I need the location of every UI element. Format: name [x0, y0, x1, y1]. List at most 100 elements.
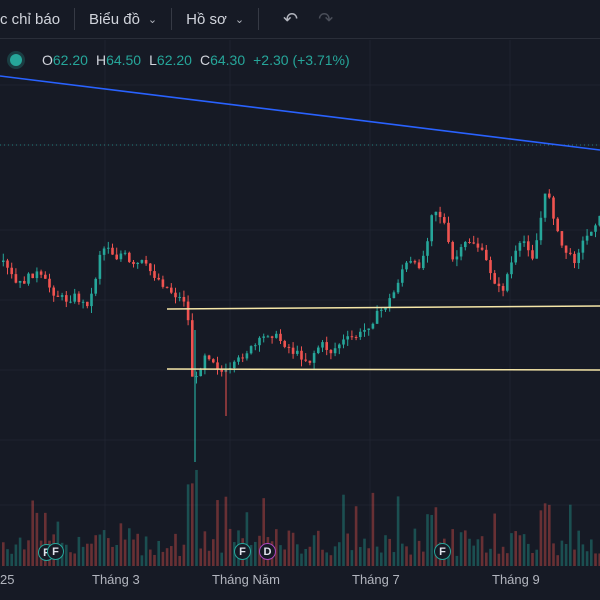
- volume-bar: [464, 530, 467, 566]
- candle-body: [56, 295, 60, 297]
- volume-bar: [552, 543, 555, 566]
- candle-body: [359, 331, 362, 338]
- volume-bar: [430, 514, 433, 566]
- candle-body: [455, 256, 459, 260]
- resistance-line: [166, 305, 600, 310]
- candle-body: [312, 353, 316, 363]
- candle-body: [165, 286, 169, 288]
- volume-bar: [111, 546, 114, 566]
- volume-bar: [283, 549, 286, 566]
- candle-body: [518, 242, 522, 251]
- volume-bar: [401, 543, 404, 566]
- chart-type-label: Biểu đồ: [89, 10, 140, 28]
- volume-bar: [531, 553, 534, 566]
- volume-bar: [342, 494, 345, 566]
- volume-bar: [388, 538, 391, 566]
- volume-bar: [207, 550, 211, 566]
- volume-bar: [577, 530, 580, 566]
- candle-body: [249, 346, 253, 354]
- candle-body: [548, 193, 551, 198]
- volume-bar: [262, 498, 265, 566]
- candle-body: [493, 273, 496, 284]
- candle-body: [539, 217, 543, 241]
- templates-dropdown[interactable]: Hồ sơ ⌄: [186, 0, 244, 38]
- candle-body: [6, 260, 9, 268]
- time-axis[interactable]: 25 Tháng 3 Tháng Năm Tháng 7 Tháng 9: [0, 566, 600, 600]
- volume-bar: [35, 512, 39, 566]
- candle-body: [338, 344, 341, 349]
- event-badge[interactable]: F: [47, 543, 64, 560]
- volume-bar: [115, 544, 118, 566]
- volume-bar: [585, 551, 589, 566]
- candle-body: [203, 355, 207, 370]
- candle-body: [207, 355, 211, 360]
- candle-body: [384, 307, 387, 310]
- volume-bar: [224, 496, 228, 566]
- candle-body: [367, 328, 370, 330]
- candle-body: [27, 273, 30, 284]
- volume-bar: [178, 555, 181, 566]
- candle-body: [212, 359, 215, 363]
- volume-bar: [422, 551, 425, 566]
- change-value: +2.30 (+3.71%): [253, 52, 350, 68]
- volume-bar: [69, 552, 72, 566]
- candle-body: [195, 376, 198, 378]
- volume-bar: [10, 553, 13, 566]
- volume-bar: [275, 529, 278, 566]
- candle-body: [18, 280, 22, 283]
- candle-body: [485, 249, 488, 261]
- candle-body: [191, 320, 194, 377]
- volume-bar: [560, 540, 564, 566]
- indicators-button[interactable]: c chỉ báo: [0, 0, 60, 38]
- price-chart[interactable]: [0, 0, 600, 566]
- candle-body: [111, 247, 114, 255]
- candle-body: [287, 346, 291, 348]
- volume-bar: [174, 533, 177, 566]
- candle-body: [480, 247, 484, 250]
- candle-body: [73, 293, 76, 302]
- event-badge-dividend[interactable]: D: [259, 543, 276, 560]
- volume-bar: [392, 552, 396, 566]
- volume-bar: [212, 539, 215, 566]
- symbol-status-dot[interactable]: [10, 54, 22, 66]
- volume-bar: [338, 542, 341, 566]
- candle-body: [535, 240, 538, 259]
- candle-body: [594, 225, 597, 232]
- candle-body: [409, 261, 412, 263]
- candle-body: [2, 260, 5, 262]
- volume-bar: [426, 514, 429, 566]
- event-badge[interactable]: F: [434, 543, 451, 560]
- volume-bar: [161, 551, 165, 566]
- volume-bar: [321, 549, 324, 566]
- chart-type-dropdown[interactable]: Biểu đồ ⌄: [89, 0, 157, 38]
- candle-body: [81, 301, 85, 303]
- candle-body: [417, 262, 421, 269]
- candle-body: [413, 261, 417, 263]
- candle-body: [405, 262, 408, 270]
- indicators-label: c chỉ báo: [0, 10, 61, 28]
- volume-bar: [514, 531, 517, 566]
- low-value: 62.20: [156, 52, 192, 68]
- candle-body: [178, 296, 181, 298]
- candle-body: [598, 215, 600, 226]
- volume-bar: [195, 469, 198, 566]
- volume-bar: [249, 545, 253, 566]
- candle-body: [279, 333, 282, 342]
- candle-body: [426, 241, 429, 256]
- redo-icon[interactable]: ↷: [318, 8, 334, 29]
- event-badge[interactable]: F: [234, 543, 251, 560]
- candle-body: [569, 252, 572, 254]
- undo-icon[interactable]: ↶: [283, 8, 299, 29]
- candle-body: [10, 267, 13, 275]
- candle-body: [556, 218, 559, 232]
- candle-body: [464, 241, 467, 248]
- volume-bar: [220, 552, 223, 566]
- candle-body: [489, 260, 492, 274]
- candle-body: [459, 247, 463, 257]
- candle-body: [65, 295, 68, 302]
- volume-bar: [569, 504, 572, 566]
- candle-body: [354, 336, 358, 338]
- volume-bar: [371, 492, 375, 566]
- volume-bar: [409, 554, 412, 566]
- candle-body: [590, 231, 593, 236]
